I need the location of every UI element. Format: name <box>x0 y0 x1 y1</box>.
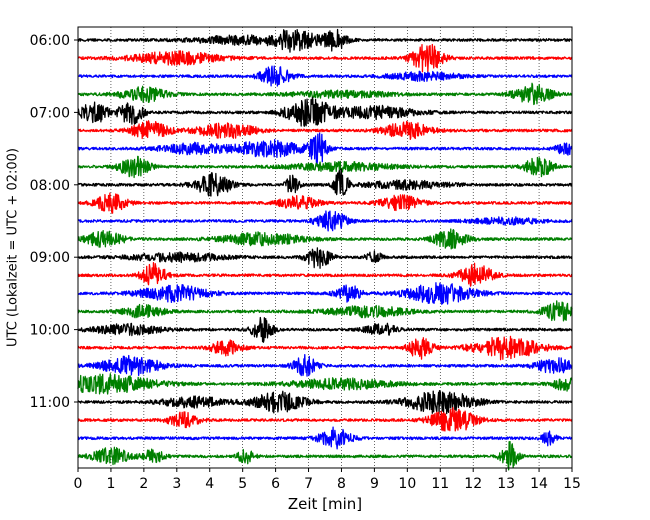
x-tick-label-7: 7 <box>304 476 313 492</box>
y-tick-label-0600: 06:00 <box>30 33 70 49</box>
trace-0930 <box>77 282 573 305</box>
x-tick-label-9: 9 <box>370 476 379 492</box>
trace-0630 <box>77 65 573 87</box>
seismic-traces <box>77 28 573 471</box>
trace-0645 <box>77 82 573 106</box>
y-tick-label-0800: 08:00 <box>30 178 70 194</box>
trace-1045 <box>77 373 573 395</box>
trace-1015 <box>77 335 573 361</box>
trace-1030 <box>77 354 573 377</box>
y-axis-label: UTC (Lokalzeit = UTC + 02:00) <box>6 148 21 347</box>
trace-0945 <box>77 300 573 322</box>
trace-1000 <box>77 316 573 343</box>
x-tick-label-5: 5 <box>238 476 247 492</box>
trace-0600 <box>77 28 573 53</box>
trace-1115 <box>77 406 573 432</box>
trace-0700 <box>77 96 573 127</box>
x-tick-label-3: 3 <box>172 476 181 492</box>
trace-1130 <box>77 426 573 450</box>
x-tick-label-2: 2 <box>139 476 148 492</box>
x-tick-label-10: 10 <box>398 476 416 492</box>
x-tick-label-11: 11 <box>431 476 449 492</box>
x-tick-label-6: 6 <box>271 476 280 492</box>
trace-0830 <box>77 210 573 232</box>
trace-0730 <box>77 132 573 167</box>
trace-0900 <box>77 247 573 269</box>
x-tick-label-12: 12 <box>464 476 482 492</box>
trace-0800 <box>77 168 573 197</box>
trace-0745 <box>77 155 573 179</box>
y-tick-label-0700: 07:00 <box>30 105 70 121</box>
trace-0845 <box>77 228 573 250</box>
x-tick-label-4: 4 <box>205 476 214 492</box>
trace-0815 <box>77 192 573 214</box>
y-tick-label-0900: 09:00 <box>30 250 70 266</box>
y-tick-label-1000: 10:00 <box>30 323 70 339</box>
x-tick-label-0: 0 <box>74 476 83 492</box>
trace-0915 <box>77 262 573 287</box>
x-tick-label-14: 14 <box>530 476 548 492</box>
x-tick-label-1: 1 <box>106 476 115 492</box>
x-tick-label-15: 15 <box>563 476 581 492</box>
trace-1100 <box>77 389 573 415</box>
trace-0715 <box>77 120 573 141</box>
trace-1145 <box>77 440 573 471</box>
x-tick-label-8: 8 <box>337 476 346 492</box>
y-tick-label-1100: 11:00 <box>30 395 70 411</box>
x-tick-label-13: 13 <box>497 476 515 492</box>
plot-frame <box>77 26 573 469</box>
trace-0615 <box>77 43 573 73</box>
x-axis-label: Zeit [min] <box>288 495 362 513</box>
axis-ticks: 0 1 2 3 4 5 6 7 8 9 10 11 12 13 14 1506:0007:0008:0009:… <box>30 33 581 492</box>
